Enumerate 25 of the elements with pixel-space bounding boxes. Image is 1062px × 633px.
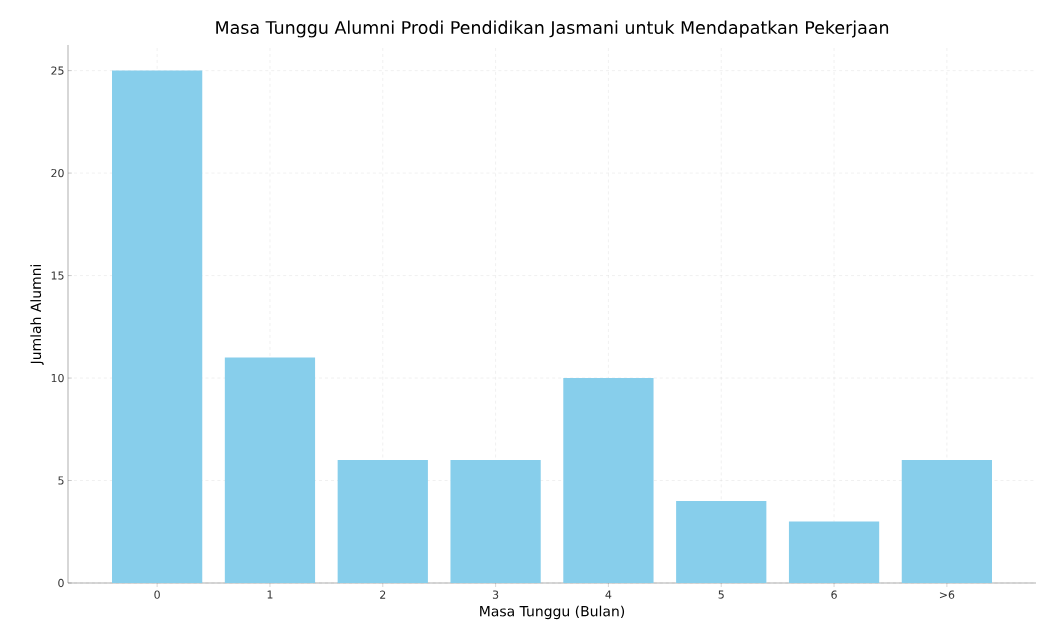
bar	[563, 378, 654, 583]
x-tick-label: 1	[267, 590, 273, 599]
bar	[337, 460, 428, 583]
x-tick-label: 5	[718, 590, 724, 599]
x-tick-label: 4	[605, 590, 612, 599]
x-axis-title: Masa Tunggu (Bulan)	[480, 605, 625, 620]
x-tick-label: 0	[154, 590, 160, 599]
bar	[112, 70, 203, 583]
bar	[901, 460, 993, 583]
x-tick-label: >6	[939, 590, 955, 599]
y-tick-label: 0	[58, 578, 64, 588]
x-tick-label: 2	[380, 590, 386, 599]
x-tick-label: 3	[492, 590, 499, 599]
bar	[450, 460, 541, 583]
y-tick-label: 20	[51, 168, 64, 178]
y-tick-label: 15	[51, 271, 64, 280]
chart-title: Masa Tunggu Alumni Prodi Pendidikan Jasmani untuk Mendapatkan Pekerjaan	[216, 20, 889, 38]
bar	[676, 501, 767, 583]
y-tick-label: 25	[51, 66, 64, 75]
x-tick-label: 6	[831, 590, 837, 599]
bar	[224, 357, 316, 583]
y-tick-label: 5	[58, 476, 64, 485]
y-axis-title: Jumlah Alumni	[30, 264, 44, 366]
y-tick-label: 10	[51, 373, 64, 383]
bar	[788, 521, 880, 583]
